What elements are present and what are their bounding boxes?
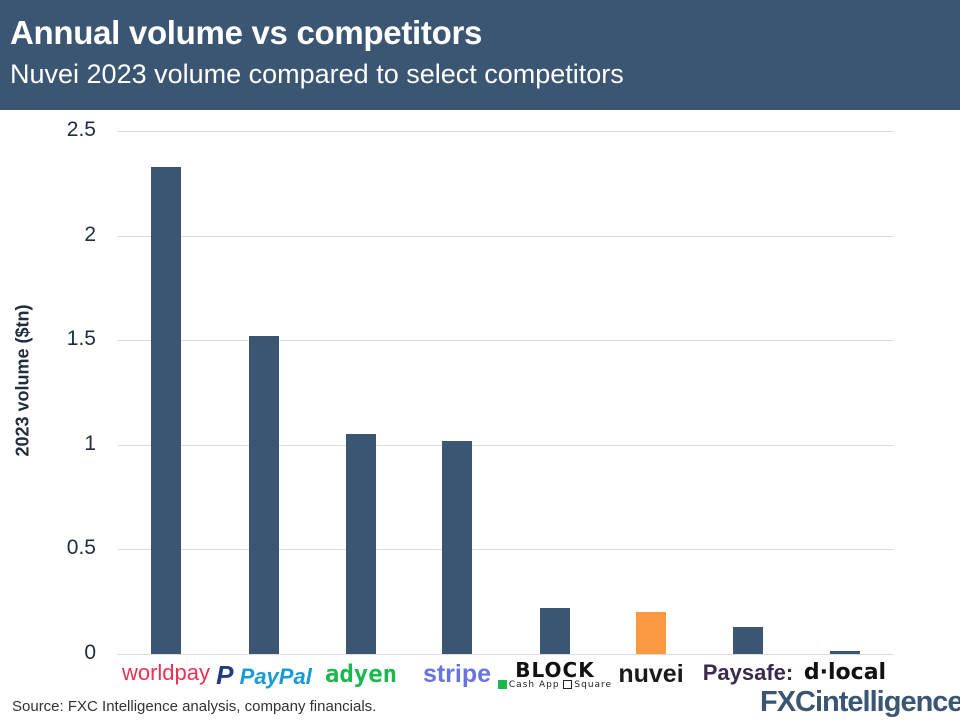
x-label-block: BLOCK Cash App Square [495,658,615,690]
gridline [118,444,894,446]
bar-dlocal [830,650,860,654]
y-tick-label: 0 [84,641,96,664]
x-label-adyen: adyen [324,660,398,688]
bar-paypal [249,336,279,654]
y-tick-label: 2.5 [66,118,96,141]
x-label-paysafe: Paysafe: [702,660,794,685]
block-logo-text: BLOCK [515,658,595,682]
y-tick-label: 0.5 [66,536,96,560]
bar-adyen [346,434,376,654]
bar-nuvei [636,612,666,654]
gridline [118,549,894,551]
y-tick-label: 2 [84,222,96,246]
bar-worldpay [151,166,181,654]
brand-text: FXCintelligence [760,686,960,718]
gridline [118,654,894,655]
gridline [118,131,894,132]
bar-block [540,607,570,654]
chart-title: Annual volume vs competitors [10,14,483,51]
paypal-p-icon: P [216,660,234,690]
bar-paysafe [733,626,763,654]
header-banner: Annual volume vs competitors Nuvei 2023 … [0,0,960,110]
plot-area [118,131,894,655]
bar-stripe [442,440,472,654]
y-tick-label: 1.5 [66,327,96,351]
source-note: Source: FXC Intelligence analysis, compa… [12,698,377,715]
gridline [118,340,894,342]
gridline [118,235,894,237]
x-label-worldpay: worldpay [121,660,211,685]
chart-subtitle: Nuvei 2023 volume compared to select com… [10,59,624,89]
x-label-nuvei: nuvei [618,660,684,688]
x-label-dlocal: d·local [803,660,887,685]
block-sublabel: Cash App Square [495,680,615,690]
x-label-stripe: stripe [422,660,492,688]
fxc-logo: FXCintelligence™ [760,686,960,719]
y-tick-label: 1 [84,431,96,455]
x-label-paypal: P PayPal [216,660,312,690]
y-axis-label: 2023 volume ($tn) [12,304,33,457]
